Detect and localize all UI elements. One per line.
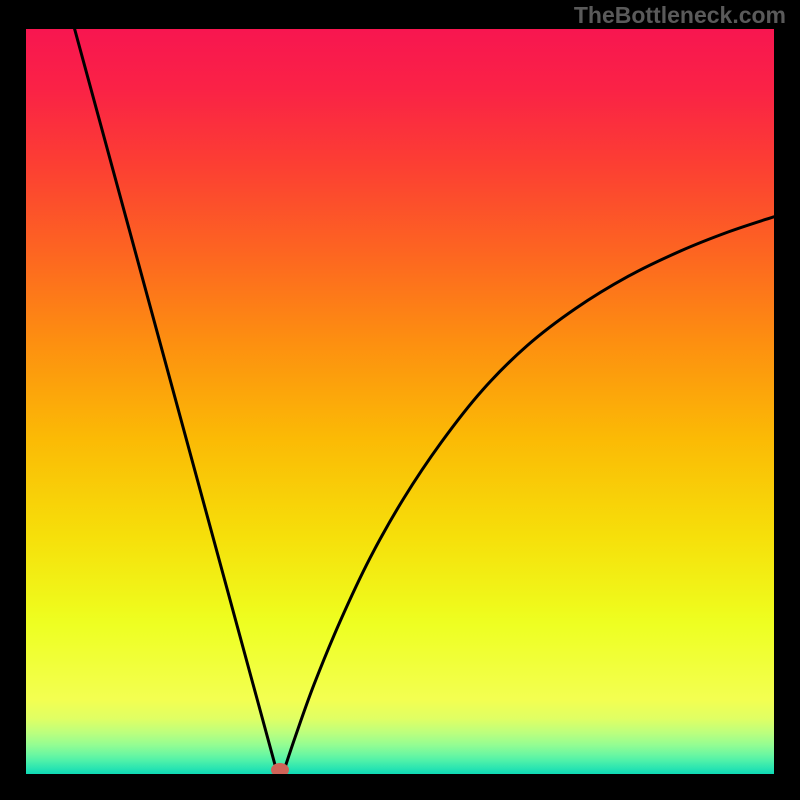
plot-area bbox=[26, 29, 774, 774]
curve-svg bbox=[26, 29, 774, 774]
vertex-marker bbox=[271, 763, 289, 774]
gradient-background bbox=[26, 29, 774, 774]
watermark-text: TheBottleneck.com bbox=[574, 2, 786, 29]
